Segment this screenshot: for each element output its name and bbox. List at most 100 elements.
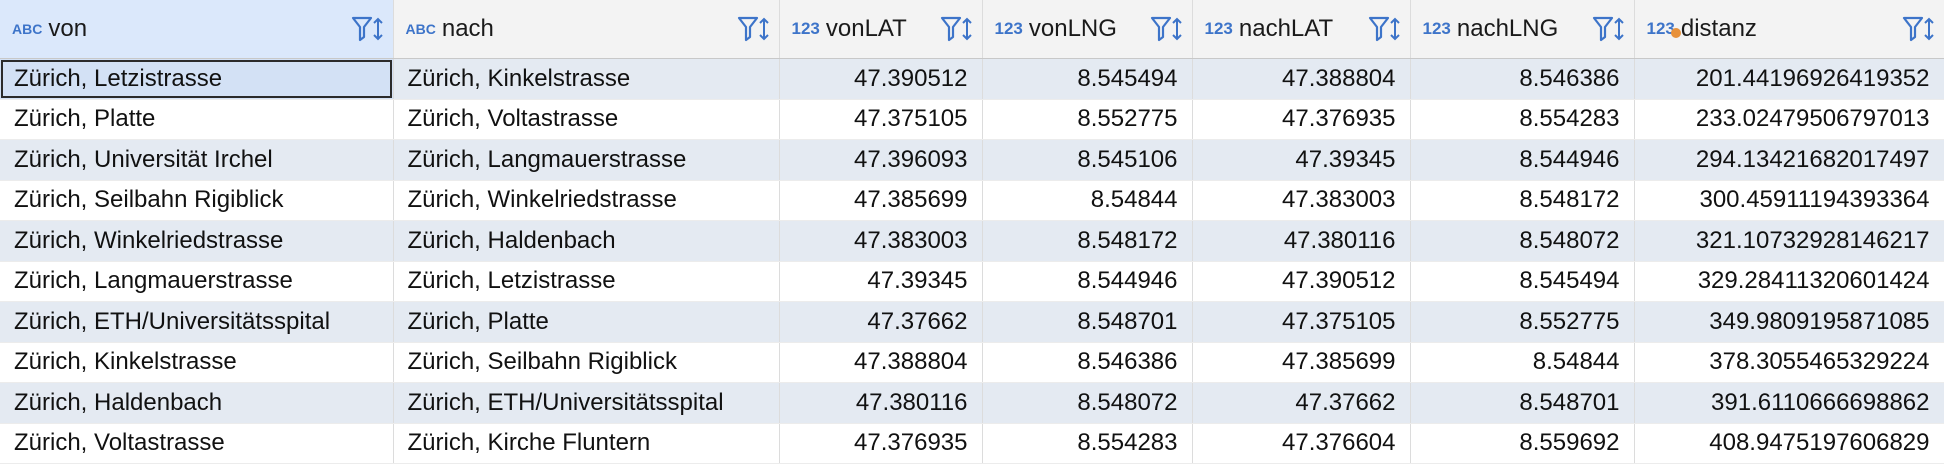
table-row[interactable]: Zürich, Kinkelstrasse Zürich, Seilbahn Ri…	[0, 342, 1944, 383]
column-header-nachLNG[interactable]: 123 nachLNG	[1410, 0, 1635, 59]
cell-nachLAT[interactable]: 47.376604	[1192, 423, 1411, 464]
cell-vonLNG[interactable]: 8.548072	[982, 382, 1193, 424]
cell-nach[interactable]: Zürich, Letzistrasse	[393, 261, 780, 302]
cell-vonLAT[interactable]: 47.390512	[779, 58, 983, 100]
table-row[interactable]: Zürich, Winkelriedstrasse Zürich, Haldenb…	[0, 220, 1944, 262]
column-type-icon: 123	[994, 19, 1023, 38]
table-row[interactable]: Zürich, ETH/Universitätsspital Zürich, Pl…	[0, 301, 1944, 343]
cell-vonLAT[interactable]: 47.39345	[779, 261, 983, 302]
cell-nachLNG[interactable]: 8.554283	[1410, 99, 1635, 140]
cell-nachLNG[interactable]: 8.552775	[1410, 301, 1635, 343]
column-filter-sort-button[interactable]	[1592, 15, 1626, 43]
cell-vonLNG[interactable]: 8.54844	[982, 180, 1193, 221]
cell-nach[interactable]: Zürich, Kinkelstrasse	[393, 58, 780, 100]
column-header-nachLAT[interactable]: 123 nachLAT	[1192, 0, 1411, 59]
cell-distanz[interactable]: 378.3055465329224	[1634, 342, 1944, 383]
cell-distanz[interactable]: 391.6110666698862	[1634, 382, 1944, 424]
cell-distanz[interactable]: 300.45911194393364	[1634, 180, 1944, 221]
cell-von[interactable]: Zürich, Seilbahn Rigiblick	[0, 180, 394, 221]
cell-vonLAT[interactable]: 47.388804	[779, 342, 983, 383]
cell-vonLNG[interactable]: 8.548172	[982, 220, 1193, 262]
cell-nach[interactable]: Zürich, Voltastrasse	[393, 99, 780, 140]
cell-distanz[interactable]: 321.10732928146217	[1634, 220, 1944, 262]
cell-nach[interactable]: Zürich, Platte	[393, 301, 780, 343]
cell-nachLAT[interactable]: 47.376935	[1192, 99, 1411, 140]
cell-vonLAT[interactable]: 47.375105	[779, 99, 983, 140]
cell-von[interactable]: Zürich, Platte	[0, 99, 394, 140]
cell-vonLAT[interactable]: 47.37662	[779, 301, 983, 343]
cell-distanz[interactable]: 294.13421682017497	[1634, 139, 1944, 181]
cell-nachLAT[interactable]: 47.383003	[1192, 180, 1411, 221]
table-row[interactable]: Zürich, Universität Irchel Zürich, Langma…	[0, 139, 1944, 181]
cell-nachLAT[interactable]: 47.37662	[1192, 382, 1411, 424]
cell-nachLAT[interactable]: 47.390512	[1192, 261, 1411, 302]
table-row[interactable]: Zürich, Seilbahn Rigiblick Zürich, Winkel…	[0, 180, 1944, 221]
column-filter-sort-button[interactable]	[737, 15, 771, 43]
cell-von[interactable]: Zürich, Haldenbach	[0, 382, 394, 424]
filter-sort-icon	[1368, 16, 1400, 42]
cell-von[interactable]: Zürich, ETH/Universitätsspital	[0, 301, 394, 343]
cell-nach[interactable]: Zürich, Kirche Fluntern	[393, 423, 780, 464]
cell-nachLAT[interactable]: 47.388804	[1192, 58, 1411, 100]
cell-distanz[interactable]: 349.9809195871085	[1634, 301, 1944, 343]
cell-von[interactable]: Zürich, Voltastrasse	[0, 423, 394, 464]
cell-nachLAT[interactable]: 47.39345	[1192, 139, 1411, 181]
cell-distanz[interactable]: 329.28411320601424	[1634, 261, 1944, 302]
cell-nachLNG[interactable]: 8.548072	[1410, 220, 1635, 262]
cell-vonLNG[interactable]: 8.552775	[982, 99, 1193, 140]
column-filter-sort-button[interactable]	[940, 15, 974, 43]
cell-nachLNG[interactable]: 8.545494	[1410, 261, 1635, 302]
cell-vonLNG[interactable]: 8.554283	[982, 423, 1193, 464]
cell-nachLNG[interactable]: 8.548172	[1410, 180, 1635, 221]
column-header-nach[interactable]: ABC nach	[393, 0, 780, 59]
cell-vonLNG[interactable]: 8.546386	[982, 342, 1193, 383]
cell-nach[interactable]: Zürich, ETH/Universitätsspital	[393, 382, 780, 424]
cell-vonLNG[interactable]: 8.544946	[982, 261, 1193, 302]
cell-vonLNG[interactable]: 8.545106	[982, 139, 1193, 181]
column-filter-sort-button[interactable]	[1902, 15, 1936, 43]
filter-sort-icon	[940, 16, 972, 42]
cell-nach[interactable]: Zürich, Haldenbach	[393, 220, 780, 262]
grid-header: ABC von ABC nach 123 vonLAT 123 vonLNG 123 nachLA…	[0, 0, 1944, 59]
column-filter-sort-button[interactable]	[1368, 15, 1402, 43]
column-type-icon: 123	[1647, 19, 1681, 39]
cell-vonLNG[interactable]: 8.548701	[982, 301, 1193, 343]
cell-distanz[interactable]: 201.44196926419352	[1634, 58, 1944, 100]
table-row[interactable]: Zürich, Letzistrasse Zürich, Kinkelstrass…	[0, 58, 1944, 100]
cell-vonLNG[interactable]: 8.545494	[982, 58, 1193, 100]
cell-distanz[interactable]: 233.02479506797013	[1634, 99, 1944, 140]
table-row[interactable]: Zürich, Langmauerstrasse Zürich, Letzistr…	[0, 261, 1944, 302]
column-header-distanz[interactable]: 123 distanz	[1634, 0, 1944, 59]
table-row[interactable]: Zürich, Voltastrasse Zürich, Kirche Flunt…	[0, 423, 1944, 464]
cell-vonLAT[interactable]: 47.385699	[779, 180, 983, 221]
column-filter-sort-button[interactable]	[1150, 15, 1184, 43]
cell-nachLAT[interactable]: 47.380116	[1192, 220, 1411, 262]
cell-nachLNG[interactable]: 8.544946	[1410, 139, 1635, 181]
cell-von[interactable]: Zürich, Langmauerstrasse	[0, 261, 394, 302]
column-header-vonLAT[interactable]: 123 vonLAT	[779, 0, 983, 59]
cell-vonLAT[interactable]: 47.380116	[779, 382, 983, 424]
cell-nachLNG[interactable]: 8.548701	[1410, 382, 1635, 424]
cell-vonLAT[interactable]: 47.396093	[779, 139, 983, 181]
table-row[interactable]: Zürich, Platte Zürich, Voltastrasse 47.375…	[0, 99, 1944, 140]
cell-nach[interactable]: Zürich, Langmauerstrasse	[393, 139, 780, 181]
column-filter-sort-button[interactable]	[351, 15, 385, 43]
cell-nach[interactable]: Zürich, Seilbahn Rigiblick	[393, 342, 780, 383]
cell-nach[interactable]: Zürich, Winkelriedstrasse	[393, 180, 780, 221]
cell-von[interactable]: Zürich, Winkelriedstrasse	[0, 220, 394, 262]
filter-sort-icon	[1592, 16, 1624, 42]
cell-von[interactable]: Zürich, Kinkelstrasse	[0, 342, 394, 383]
cell-nachLNG[interactable]: 8.559692	[1410, 423, 1635, 464]
cell-von[interactable]: Zürich, Letzistrasse	[0, 58, 394, 100]
cell-vonLAT[interactable]: 47.383003	[779, 220, 983, 262]
cell-nachLAT[interactable]: 47.385699	[1192, 342, 1411, 383]
column-header-vonLNG[interactable]: 123 vonLNG	[982, 0, 1193, 59]
cell-nachLAT[interactable]: 47.375105	[1192, 301, 1411, 343]
cell-distanz[interactable]: 408.9475197606829	[1634, 423, 1944, 464]
cell-vonLAT[interactable]: 47.376935	[779, 423, 983, 464]
cell-von[interactable]: Zürich, Universität Irchel	[0, 139, 394, 181]
cell-nachLNG[interactable]: 8.546386	[1410, 58, 1635, 100]
cell-nachLNG[interactable]: 8.54844	[1410, 342, 1635, 383]
table-row[interactable]: Zürich, Haldenbach Zürich, ETH/Universitä…	[0, 382, 1944, 424]
column-header-von[interactable]: ABC von	[0, 0, 394, 59]
